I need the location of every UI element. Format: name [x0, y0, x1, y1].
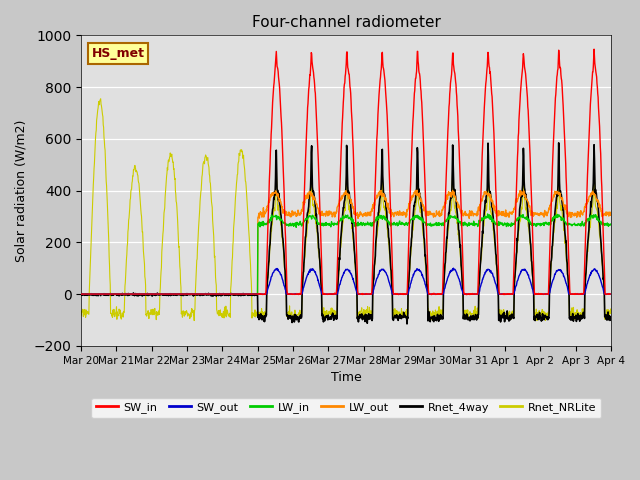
Text: HS_met: HS_met: [92, 47, 145, 60]
X-axis label: Time: Time: [331, 371, 362, 384]
Y-axis label: Solar radiation (W/m2): Solar radiation (W/m2): [15, 120, 28, 262]
Title: Four-channel radiometer: Four-channel radiometer: [252, 15, 440, 30]
Legend: SW_in, SW_out, LW_in, LW_out, Rnet_4way, Rnet_NRLite: SW_in, SW_out, LW_in, LW_out, Rnet_4way,…: [92, 398, 601, 418]
